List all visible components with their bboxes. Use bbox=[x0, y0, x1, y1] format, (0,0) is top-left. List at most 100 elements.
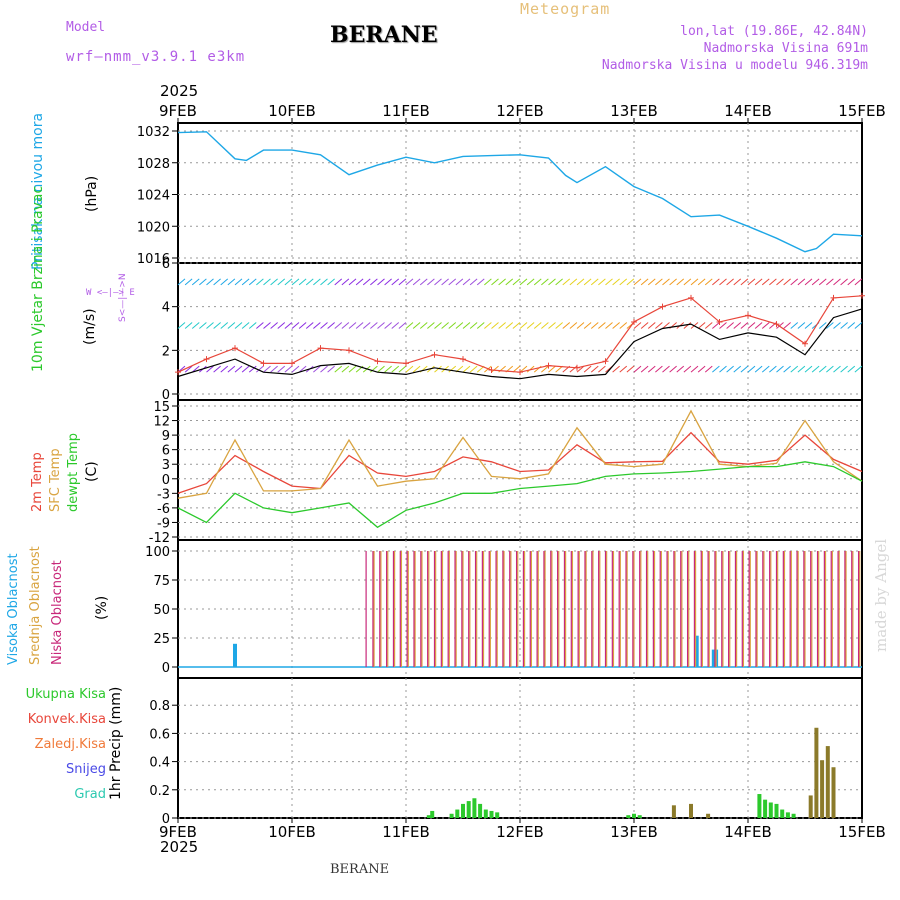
wind-barb bbox=[327, 365, 335, 373]
wind-barb bbox=[569, 365, 578, 373]
precip-bar bbox=[814, 727, 819, 818]
wind-barb bbox=[811, 278, 820, 286]
wind-barb bbox=[377, 365, 385, 373]
wind-barb bbox=[669, 278, 677, 286]
wind-barb bbox=[412, 365, 421, 373]
wind-barb bbox=[533, 278, 542, 286]
wind-barb bbox=[370, 278, 378, 286]
wind-barb bbox=[498, 365, 506, 373]
wind-barb bbox=[462, 278, 471, 286]
wind-barb bbox=[298, 365, 307, 373]
wind-barb bbox=[313, 278, 321, 286]
gust-marker bbox=[460, 356, 466, 363]
wind-barb bbox=[320, 278, 328, 286]
gust-marker bbox=[488, 366, 495, 373]
wind-barb bbox=[598, 322, 606, 329]
top-date-label: 9FEB bbox=[159, 102, 197, 120]
wind-barb bbox=[854, 278, 863, 286]
panel-frame-3 bbox=[177, 539, 863, 679]
wind-barb bbox=[191, 365, 200, 373]
wind-barb bbox=[533, 365, 542, 373]
wind-barb bbox=[434, 365, 442, 373]
wind-barb bbox=[313, 365, 321, 373]
wind-barb bbox=[747, 278, 756, 286]
wind-barb bbox=[277, 278, 286, 286]
wind-barb bbox=[284, 278, 293, 286]
wind-barb bbox=[776, 322, 784, 329]
wind-barb bbox=[213, 322, 221, 329]
ytick-label: 50 bbox=[153, 603, 170, 618]
wind-barb bbox=[576, 365, 585, 373]
wind-barb bbox=[526, 322, 535, 329]
temp2m-label: 2m Temp bbox=[30, 452, 45, 512]
precip-bar bbox=[426, 815, 431, 818]
wind-barb bbox=[469, 322, 478, 329]
wind-barb bbox=[804, 322, 813, 329]
wind-barb bbox=[434, 322, 442, 329]
legend-snow: Snijeg bbox=[66, 762, 106, 777]
credit-text: made by Angel bbox=[872, 538, 890, 652]
wind-barb bbox=[177, 278, 186, 286]
ytick-label: 12 bbox=[153, 415, 170, 430]
wind-barb bbox=[590, 278, 599, 286]
wind-barb bbox=[284, 365, 293, 373]
wind-barb bbox=[398, 365, 407, 373]
wind-barb bbox=[362, 365, 371, 373]
precip-bar bbox=[774, 803, 779, 818]
wind-barb bbox=[519, 322, 528, 329]
gust-marker bbox=[260, 360, 267, 367]
precip-bar bbox=[483, 809, 488, 818]
wind-barb bbox=[419, 278, 428, 286]
wind-barb bbox=[448, 278, 457, 286]
wind-barb bbox=[761, 365, 770, 373]
wind-barb bbox=[327, 278, 335, 286]
gust-marker bbox=[403, 360, 409, 367]
wind-barb bbox=[199, 278, 207, 286]
precip-bar bbox=[808, 795, 813, 818]
wind-barb bbox=[469, 365, 478, 373]
wind-barb bbox=[184, 322, 193, 329]
wind-barb bbox=[612, 322, 620, 329]
wind-barb bbox=[484, 278, 492, 286]
precip-bar bbox=[626, 815, 631, 818]
gust-marker bbox=[574, 364, 580, 371]
ytick-label: 1024 bbox=[137, 189, 170, 204]
wind-barb bbox=[797, 365, 806, 373]
wind-barb bbox=[769, 278, 777, 286]
wind-barb bbox=[455, 365, 464, 373]
ytick-label: 1032 bbox=[137, 125, 170, 140]
wind-barb bbox=[697, 322, 706, 329]
wind-barb bbox=[184, 278, 193, 286]
wind-barb bbox=[334, 278, 343, 286]
ytick-label: 9 bbox=[162, 429, 170, 444]
compass-icon: W <—|—> E bbox=[86, 288, 135, 298]
wind-barb bbox=[355, 322, 364, 329]
wind-barb bbox=[441, 278, 449, 286]
top-date-label: 11FEB bbox=[382, 102, 429, 120]
top-date-label: 12FEB bbox=[496, 102, 543, 120]
precip-unit: (mm) bbox=[108, 686, 124, 725]
wind-barb bbox=[512, 322, 521, 329]
wind-barb bbox=[811, 322, 820, 329]
ytick-label: 0 bbox=[162, 388, 170, 403]
ytick-label: -6 bbox=[157, 502, 170, 517]
wind-label: 10m Vjetar Brzina i Pravac bbox=[30, 186, 46, 372]
wind-barb bbox=[647, 365, 656, 373]
wind-barb bbox=[263, 278, 271, 286]
bottom-date-label: 10FEB bbox=[268, 823, 315, 841]
wind-barb bbox=[305, 278, 314, 286]
wind-barb bbox=[598, 365, 606, 373]
wind-barb bbox=[826, 365, 834, 373]
panel-frame-1 bbox=[177, 262, 863, 401]
precip-bar bbox=[489, 810, 494, 818]
wind-barb bbox=[184, 365, 193, 373]
wind-barb bbox=[484, 322, 492, 329]
wind-barb bbox=[804, 278, 813, 286]
wind-barb bbox=[362, 322, 371, 329]
wind-barb bbox=[548, 322, 556, 329]
gust-marker bbox=[802, 340, 808, 347]
wind-barb bbox=[227, 278, 236, 286]
wind-barb bbox=[256, 278, 264, 286]
legend-total-rain: Ukupna Kisa bbox=[25, 687, 106, 702]
cloud-high-bar bbox=[694, 635, 699, 667]
